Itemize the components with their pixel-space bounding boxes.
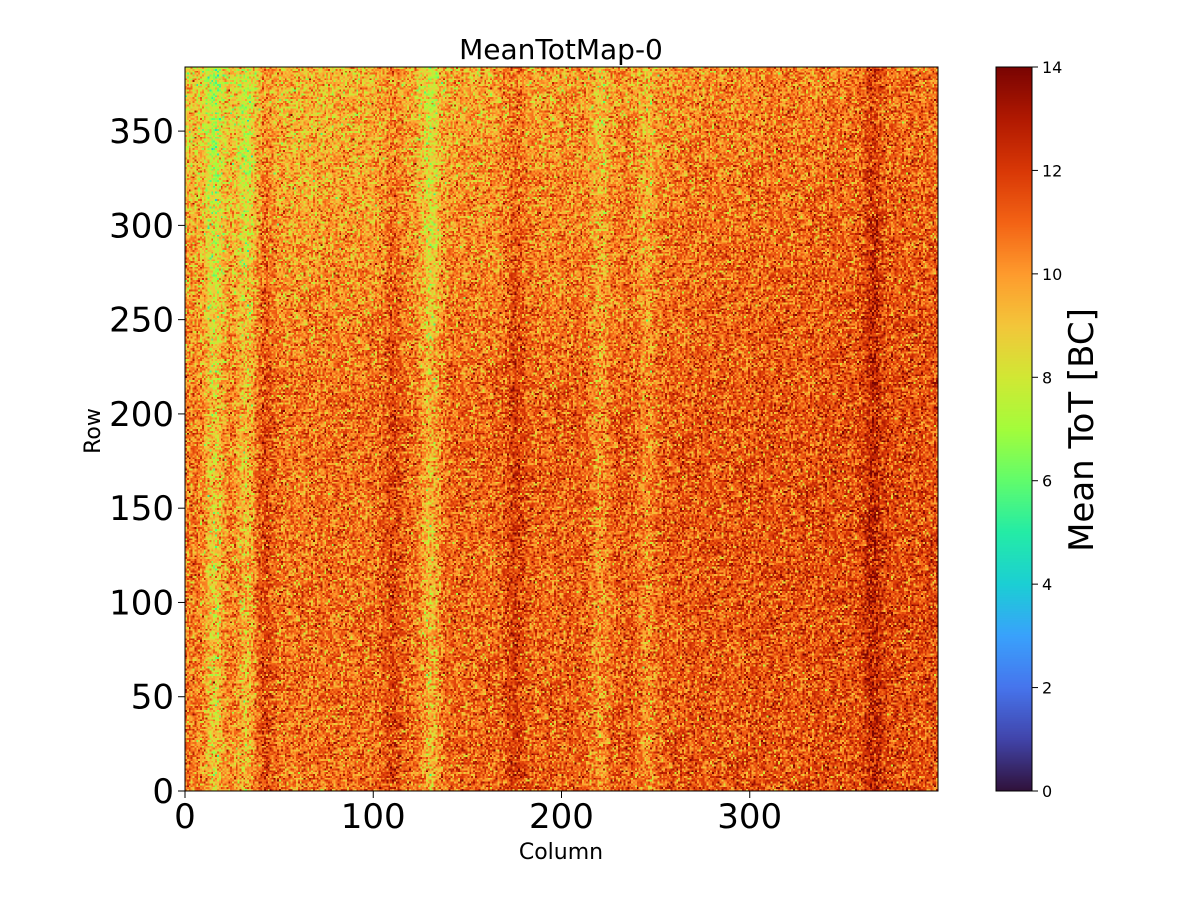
colorbar-tick-label: 10 bbox=[1042, 265, 1062, 284]
y-tick-label: 0 bbox=[152, 772, 174, 812]
x-tick-label: 0 bbox=[174, 797, 196, 837]
x-tick-label: 200 bbox=[529, 797, 594, 837]
colorbar-tick-label: 12 bbox=[1042, 161, 1062, 180]
x-tick-label: 100 bbox=[341, 797, 406, 837]
y-axis-ticks: 0 50 100 150 200 250 300 350 bbox=[109, 112, 185, 812]
y-tick-label: 250 bbox=[109, 301, 174, 341]
x-axis-ticks: 0 100 200 300 bbox=[174, 791, 782, 837]
y-tick-label: 200 bbox=[109, 395, 174, 435]
colorbar-tick-label: 2 bbox=[1042, 679, 1052, 698]
colorbar-wrapper bbox=[996, 67, 1032, 791]
colorbar-tick-label: 4 bbox=[1042, 575, 1052, 594]
y-axis-label: Row bbox=[81, 408, 106, 454]
x-tick-label: 300 bbox=[717, 797, 782, 837]
colorbar-label: Mean ToT [BC] bbox=[1062, 308, 1102, 552]
y-tick-label: 100 bbox=[109, 583, 174, 623]
y-tick-label: 150 bbox=[109, 489, 174, 529]
y-tick-label: 300 bbox=[109, 206, 174, 246]
heatmap-canvas-wrapper bbox=[185, 67, 938, 791]
colorbar-frame bbox=[995, 66, 1033, 792]
colorbar-tick-label: 0 bbox=[1042, 782, 1052, 801]
y-tick-label: 350 bbox=[109, 112, 174, 152]
y-tick-label: 50 bbox=[131, 678, 174, 718]
colorbar-tick-label: 8 bbox=[1042, 368, 1052, 387]
colorbar-tick-label: 6 bbox=[1042, 472, 1052, 491]
colorbar-ticks: 0 2 4 6 8 10 12 14 bbox=[1032, 58, 1062, 801]
x-axis-label: Column bbox=[519, 840, 603, 865]
colorbar-gradient bbox=[996, 67, 1032, 791]
heatmap-canvas bbox=[185, 67, 938, 791]
colorbar-tick-label: 14 bbox=[1042, 58, 1062, 77]
chart-title: MeanTotMap-0 bbox=[459, 33, 663, 66]
